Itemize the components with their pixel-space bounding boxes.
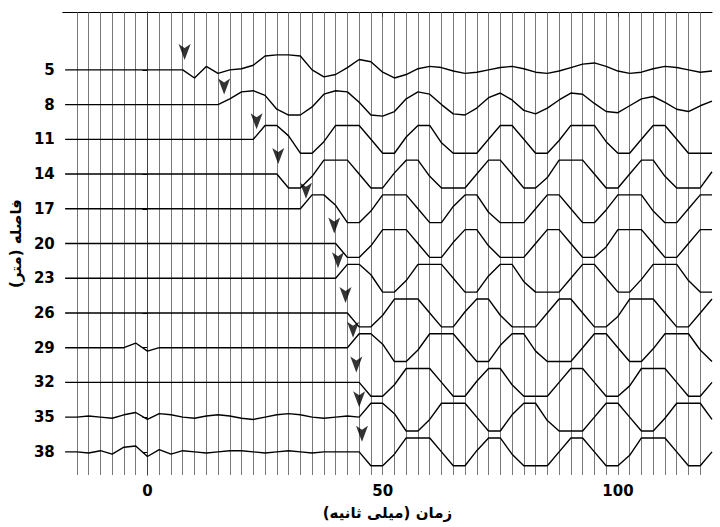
svg-text:32: 32 [34,373,55,391]
svg-text:35: 35 [34,408,55,426]
svg-text:23: 23 [34,269,55,287]
svg-text:20: 20 [34,235,55,253]
svg-text:8: 8 [44,96,54,114]
svg-text:100: 100 [602,482,633,500]
svg-text:50: 50 [372,482,393,500]
svg-text:5: 5 [44,61,54,79]
svg-text:فاصله (متر): فاصله (متر) [7,199,25,288]
svg-text:11: 11 [34,130,55,148]
svg-text:زمان (میلی ثانیه): زمان (میلی ثانیه) [323,504,452,522]
svg-text:17: 17 [34,200,55,218]
svg-text:29: 29 [34,339,55,357]
svg-text:14: 14 [34,165,55,183]
svg-text:0: 0 [142,482,152,500]
svg-text:38: 38 [34,443,55,461]
svg-text:26: 26 [34,304,55,322]
